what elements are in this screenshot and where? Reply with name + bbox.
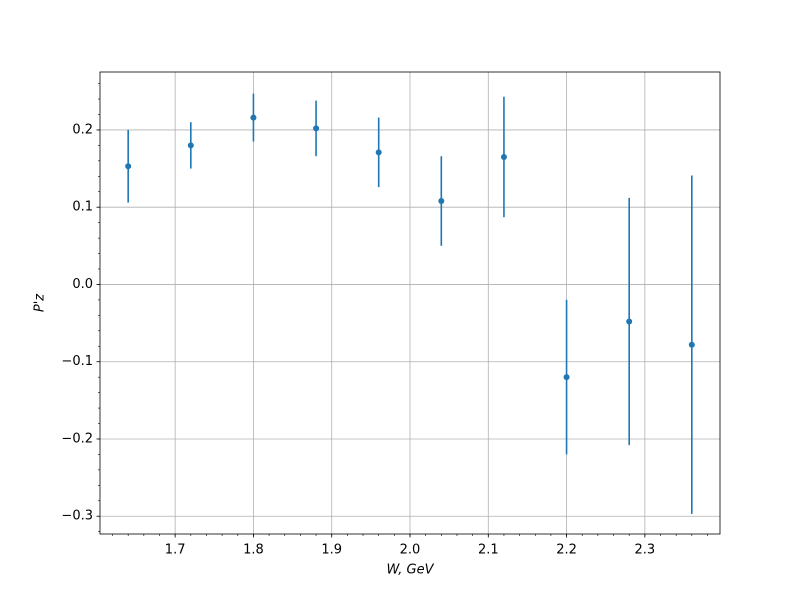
data-point xyxy=(375,149,382,156)
x-tick-label: 2.3 xyxy=(635,543,656,558)
y-tick-label: 0.2 xyxy=(72,122,93,137)
y-tick-label: 0.1 xyxy=(72,200,93,215)
x-tick-label: 1.7 xyxy=(165,543,186,558)
x-axis-label: W, GeV xyxy=(386,563,434,578)
y-tick-label: −0.3 xyxy=(61,509,93,524)
plot-frame xyxy=(99,71,721,535)
data-point xyxy=(626,318,633,325)
x-tick-label: 2.1 xyxy=(478,543,499,558)
x-tick-label: 1.9 xyxy=(321,543,342,558)
y-tick-label: −0.1 xyxy=(61,354,93,369)
data-point xyxy=(187,142,194,149)
data-point xyxy=(688,341,695,348)
x-tick-label: 1.8 xyxy=(243,543,264,558)
y-tick-label: 0.0 xyxy=(72,277,93,292)
data-point xyxy=(500,153,507,160)
data-point xyxy=(438,198,445,205)
data-point xyxy=(250,114,257,121)
y-axis-label: P'z xyxy=(33,293,48,312)
x-tick-label: 2.2 xyxy=(556,543,577,558)
x-tick-label: 2.0 xyxy=(400,543,421,558)
y-tick-label: −0.2 xyxy=(61,431,93,446)
data-point xyxy=(563,374,570,381)
data-point xyxy=(125,163,132,170)
data-point xyxy=(313,125,320,132)
